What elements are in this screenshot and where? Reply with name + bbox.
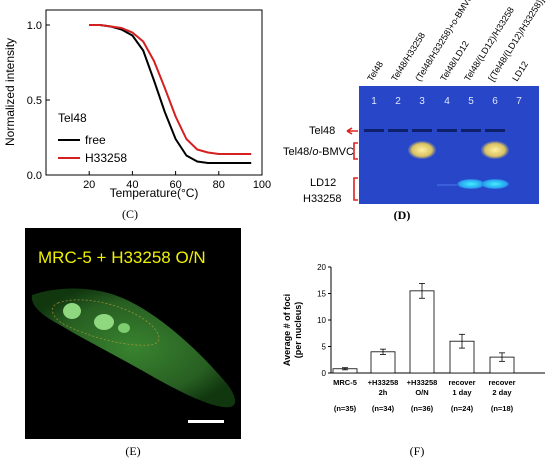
gel-band-bmvc-lane3: [408, 141, 436, 159]
panel-e-nucleolus-1: [63, 303, 81, 319]
f-category-n: (n=18): [491, 404, 514, 413]
panel-e-nucleolus-2: [94, 314, 114, 330]
d-lane-number: 3: [419, 96, 425, 107]
c-series-line-1: [89, 24, 252, 155]
d-lane-number: 7: [516, 96, 522, 107]
f-ytick-label: 20: [317, 263, 326, 272]
panel-c-chart: Normalized intensity Temperature(°C) 20 4…: [3, 9, 271, 221]
panel-d-label-complex: Tel48/o-BMVC: [283, 146, 354, 158]
panel-d-bands: [364, 129, 509, 189]
c-xtick-label: 20: [83, 179, 95, 191]
f-category-line2: 1 day: [452, 388, 472, 397]
c-ytick-label: 0.5: [27, 95, 42, 107]
panel-f-ticks: 0 5 10 15 20: [317, 263, 331, 378]
panel-c-ticks: 20 40 60 80 100 0.0 0.5 1.0: [27, 20, 271, 191]
panel-f-ylabel: Average # of foci: [282, 294, 292, 366]
panel-d-gel: Tel48 Tel48/H33258(Tel48/H33258)+o-BMVCTe…: [283, 0, 550, 222]
gel-band-faint-lane4: [437, 184, 457, 186]
panel-f-ylabel2: (per nucleus): [293, 302, 303, 359]
f-category-line1: recover: [488, 378, 515, 387]
panel-d-bracket-ld12: [353, 177, 358, 201]
f-bar: [409, 290, 435, 374]
c-xtick-label: 100: [253, 179, 271, 191]
f-ytick-label: 15: [317, 290, 326, 299]
c-xtick-label: 80: [213, 179, 225, 191]
panel-e-scale-bar: [188, 420, 224, 423]
panel-f-categories: MRC-5(n=35)+H332582h(n=34)+H33258O/N(n=3…: [333, 378, 516, 413]
panel-f-chart: Average # of foci (per nucleus) 0 5 10 15 20…: [282, 263, 545, 458]
panel-c-legend-h33258: H33258: [85, 151, 127, 165]
panel-d-lane-headers: Tel48 Tel48/H33258(Tel48/H33258)+o-BMVCTe…: [365, 0, 550, 83]
gel-band-tel48-lane3: [412, 129, 432, 132]
f-category-line1: +H33258: [368, 378, 399, 387]
d-lane-number: 1: [371, 96, 377, 107]
panel-c-lines: [89, 24, 252, 164]
f-category-line2: O/N: [415, 388, 428, 397]
gel-band-ld12-lane6: [481, 179, 509, 189]
panel-e-microscopy: MRC-5 + H33258 O/N (E): [25, 228, 241, 458]
panel-e-overlay-text: MRC-5 + H33258 O/N: [38, 248, 206, 267]
d-lane-header: Tel48: [365, 60, 385, 84]
f-ytick-label: 0: [322, 369, 327, 378]
f-category-n: (n=34): [372, 404, 395, 413]
f-category-n: (n=24): [451, 404, 474, 413]
d-lane-number: 5: [468, 96, 474, 107]
f-category-line1: MRC-5: [333, 378, 357, 387]
f-ytick-label: 5: [322, 343, 327, 352]
c-xtick-label: 40: [126, 179, 138, 191]
f-category-line2: 2h: [379, 388, 388, 397]
panel-d-label: (D): [394, 208, 411, 222]
panel-c-label: (C): [122, 207, 138, 221]
panel-d-label-tel48: Tel48: [309, 125, 335, 137]
d-lane-number: 6: [492, 96, 498, 107]
panel-c-legend-title: Tel48: [58, 111, 87, 125]
f-category-line1: recover: [448, 378, 475, 387]
d-lane-number: 4: [444, 96, 450, 107]
d-lane-number: 2: [395, 96, 401, 107]
panel-c-ylabel: Normalized intensity: [3, 38, 17, 146]
gel-band-ld12-lane5: [457, 179, 485, 189]
f-bar: [370, 351, 396, 374]
panel-f-label: (F): [410, 444, 425, 458]
gel-band-tel48-lane2: [388, 129, 408, 132]
f-category-n: (n=36): [411, 404, 434, 413]
panel-d-label-ld12: LD12: [310, 177, 336, 189]
panel-d-lanes: 1 2 3 4 5 6 7: [371, 96, 522, 107]
panel-d-label-h33258: H33258: [303, 193, 342, 205]
panel-d-arrow: [346, 127, 358, 135]
c-ytick-label: 0.0: [27, 170, 42, 182]
panel-f-bars: [332, 283, 515, 374]
gel-band-tel48-lane1: [364, 129, 384, 132]
f-ytick-label: 10: [317, 316, 326, 325]
gel-band-tel48-lane5: [461, 129, 481, 132]
f-category-n: (n=35): [334, 404, 357, 413]
c-series-line-0: [89, 24, 252, 164]
panel-e-cell: [31, 288, 236, 408]
gel-band-tel48-lane4: [437, 129, 457, 132]
panel-e-nucleolus-3: [118, 323, 130, 333]
panel-c-legend-free: free: [85, 133, 106, 147]
panel-c-plot-frame: [45, 9, 263, 176]
c-xtick-label: 60: [169, 179, 181, 191]
c-ytick-label: 1.0: [27, 20, 42, 32]
panel-c-xlabel: Temperature(°C): [110, 186, 199, 200]
d-lane-header: LD12: [510, 60, 530, 84]
panel-d-bracket-complex: [353, 142, 358, 160]
f-category-line2: 2 day: [492, 388, 512, 397]
f-category-line1: +H33258: [407, 378, 438, 387]
gel-band-bmvc-lane6: [481, 141, 509, 159]
panel-e-label: (E): [125, 444, 140, 458]
gel-band-tel48-lane6: [485, 129, 505, 132]
